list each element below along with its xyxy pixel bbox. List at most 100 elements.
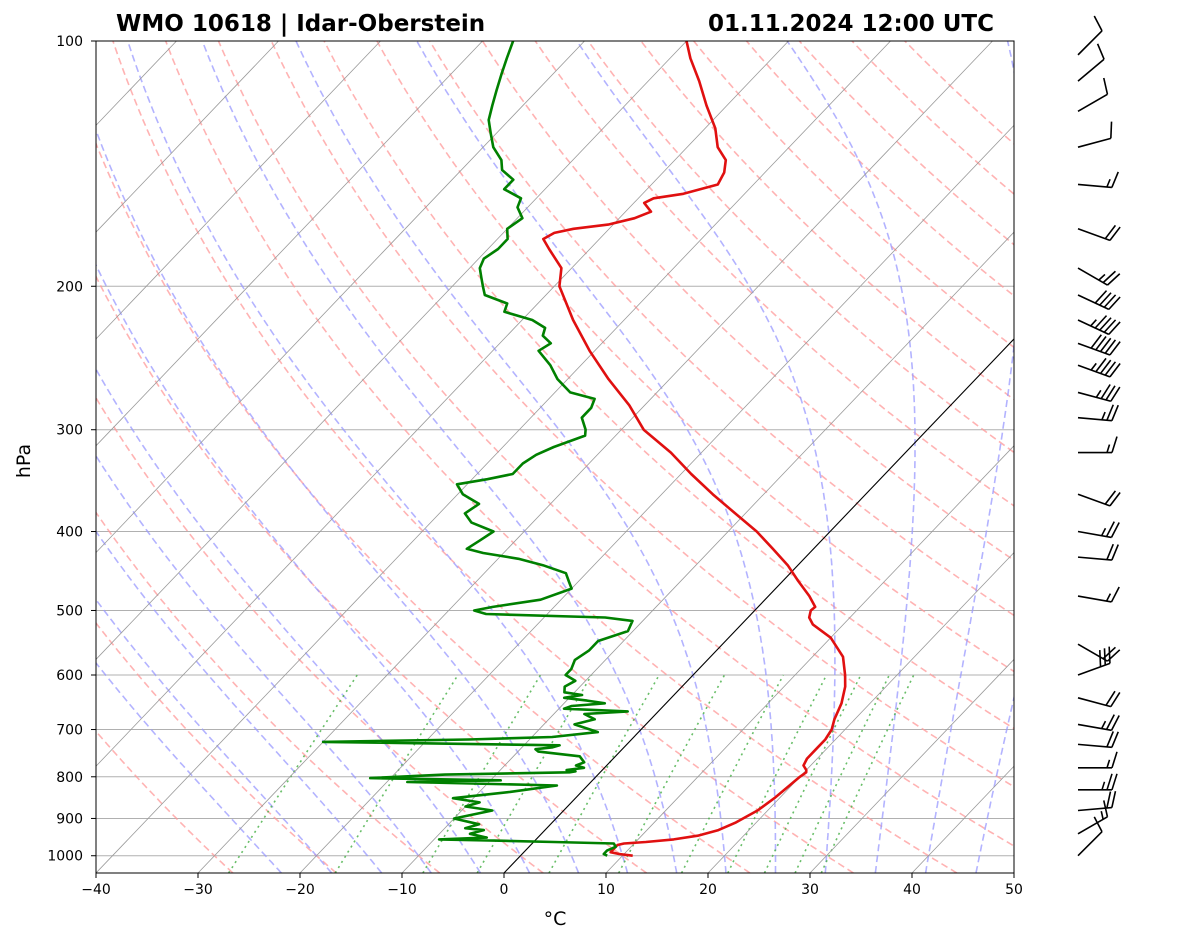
y-axis: 100 200 300 400 500 600 700 800 900 1000 xyxy=(47,34,96,865)
mixing-ratio-line xyxy=(334,674,459,873)
wind-barb xyxy=(1078,436,1118,454)
wind-barb xyxy=(1077,731,1119,749)
wind-barb xyxy=(1077,404,1119,422)
x-tick-label: 30 xyxy=(801,882,819,898)
wind-barb xyxy=(1078,751,1118,769)
isotherm xyxy=(96,41,483,447)
isotherm xyxy=(96,41,687,660)
y-tick-label: 800 xyxy=(56,770,83,786)
isotherm xyxy=(707,551,1014,873)
dry-adiabat xyxy=(96,141,751,873)
wind-barb xyxy=(1077,800,1109,835)
mixing-ratio-line xyxy=(680,674,785,873)
x-tick-label: 50 xyxy=(1005,882,1023,898)
wind-barb xyxy=(1077,790,1117,812)
wind-barb xyxy=(1078,773,1118,791)
moist-adiabat xyxy=(96,263,531,873)
mixing-ratio-line xyxy=(227,674,358,873)
y-tick-label: 200 xyxy=(56,279,83,295)
dry-adiabat xyxy=(96,274,648,873)
wind-barb xyxy=(1077,521,1120,539)
wind-barb xyxy=(1077,290,1121,311)
dry-adiabat xyxy=(164,41,958,873)
zero-isotherm xyxy=(503,338,1014,873)
y-tick-label: 1000 xyxy=(47,849,83,865)
moist-adiabat xyxy=(975,694,1014,873)
station-title: WMO 10618 | Idar-Oberstein xyxy=(116,11,485,37)
isotherm xyxy=(96,41,585,554)
x-axis-label: °C xyxy=(544,908,567,930)
moist-adiabat xyxy=(96,661,282,873)
isotherm xyxy=(0,41,75,873)
moist-adiabat xyxy=(201,41,678,873)
y-tick-label: 300 xyxy=(56,423,83,439)
y-tick-label: 700 xyxy=(56,723,83,739)
dry-adiabat xyxy=(96,621,337,873)
isotherm xyxy=(96,41,381,340)
moist-adiabat xyxy=(96,598,333,873)
wind-barb xyxy=(1077,384,1121,403)
time-title: 01.11.2024 12:00 UTC xyxy=(708,11,994,37)
mixing-ratio-line xyxy=(476,674,593,873)
wind-barb xyxy=(1077,357,1121,378)
x-axis: −40 −30 −20 −10 0 10 20 30 40 50 xyxy=(81,873,1023,898)
isotherm xyxy=(1013,872,1014,873)
wind-barb xyxy=(1077,490,1121,507)
wind-barb xyxy=(1077,714,1120,732)
wind-barb xyxy=(1077,334,1121,356)
plot-frame xyxy=(95,40,1015,874)
wind-barb xyxy=(1077,315,1121,336)
moist-adiabat xyxy=(786,41,916,873)
x-tick-label: 10 xyxy=(597,882,615,898)
isotherm xyxy=(401,231,1014,873)
dry-adiabat xyxy=(376,41,1014,673)
wind-barb xyxy=(1077,121,1113,148)
dry-adiabat xyxy=(587,41,1014,454)
dry-adiabat xyxy=(429,41,1014,617)
mixing-ratio-line xyxy=(422,674,542,873)
wind-barb xyxy=(1077,43,1105,82)
isotherm xyxy=(96,41,279,233)
moist-adiabat xyxy=(295,41,727,873)
wind-barb xyxy=(1077,586,1120,603)
moist-adiabat xyxy=(924,41,1014,873)
x-tick-label: −40 xyxy=(81,882,111,898)
x-tick-label: 40 xyxy=(903,882,921,898)
dry-adiabat xyxy=(534,41,1014,507)
x-tick-label: 0 xyxy=(500,882,509,898)
y-axis-label: hPa xyxy=(13,444,35,478)
y-tick-label: 500 xyxy=(56,603,83,619)
moist-adiabat xyxy=(96,454,432,873)
wind-barb xyxy=(1077,543,1119,561)
isotherm xyxy=(605,445,1014,873)
y-tick-label: 900 xyxy=(56,811,83,827)
dry-adiabat xyxy=(323,41,1014,730)
isotherm xyxy=(96,41,789,767)
plot-area xyxy=(96,41,1014,873)
isotherm xyxy=(299,124,1014,873)
x-tick-label: −10 xyxy=(387,882,417,898)
x-tick-label: 20 xyxy=(699,882,717,898)
y-tick-label: 100 xyxy=(56,34,83,50)
mixing-ratio-line xyxy=(548,674,660,873)
reference-lines xyxy=(0,41,1181,873)
moist-adiabat xyxy=(1027,41,1181,873)
profiles xyxy=(321,41,847,857)
x-tick-label: −20 xyxy=(285,882,315,898)
dewpoint-profile xyxy=(321,41,634,857)
isotherm xyxy=(809,658,1014,873)
isotherm xyxy=(96,41,891,873)
x-tick-label: −30 xyxy=(183,882,213,898)
moist-adiabat xyxy=(576,41,836,873)
dry-adiabat xyxy=(270,41,1014,788)
dry-adiabat xyxy=(217,41,1014,847)
wind-barb xyxy=(1077,171,1119,189)
dry-adiabat xyxy=(640,41,1014,401)
wind-barb xyxy=(1077,267,1121,286)
wind-barb xyxy=(1077,77,1109,113)
mixing-ratio-line xyxy=(727,674,828,873)
temperature-profile xyxy=(542,41,847,857)
mixing-ratio-line xyxy=(617,674,726,873)
wind-barb xyxy=(1077,816,1103,857)
